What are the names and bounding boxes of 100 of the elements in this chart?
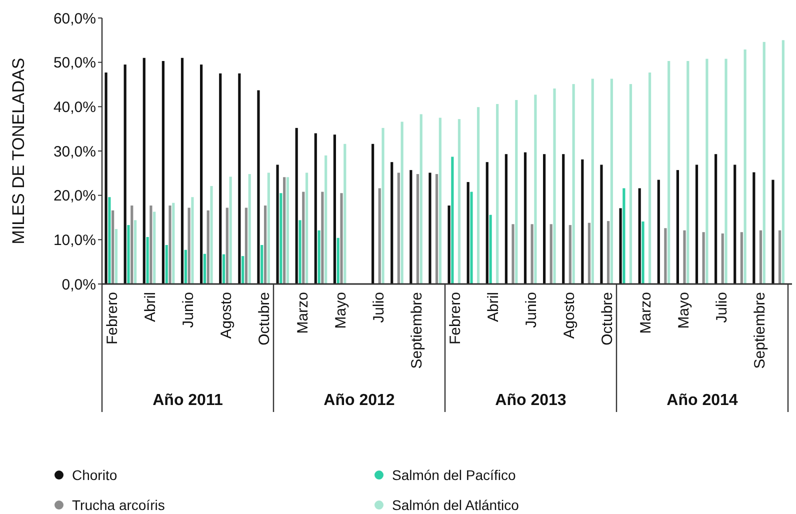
bar	[458, 119, 461, 284]
x-tick-label: Julio	[714, 292, 731, 323]
bar	[180, 58, 184, 284]
bar	[130, 206, 134, 284]
legend-label: Salmón del Pacífico	[392, 466, 516, 483]
bar	[267, 172, 270, 284]
bar	[210, 186, 213, 284]
bar	[400, 122, 404, 284]
bar	[724, 58, 728, 284]
x-tick-label: Septiembre	[752, 292, 769, 369]
bar	[146, 237, 149, 284]
bar	[534, 94, 537, 284]
bar	[397, 172, 400, 284]
bar	[276, 164, 279, 284]
bar	[372, 144, 374, 284]
bar	[448, 206, 450, 284]
bar	[550, 224, 552, 284]
bar	[476, 107, 480, 284]
bar	[591, 78, 594, 284]
bar	[778, 230, 782, 284]
bar	[642, 221, 644, 284]
bar	[622, 188, 626, 284]
legend-label: Salmón del Atlántico	[392, 496, 520, 513]
bar	[200, 64, 203, 284]
bar	[336, 238, 340, 284]
bar	[581, 159, 584, 284]
bar	[759, 230, 762, 284]
bar	[108, 197, 111, 284]
bar	[706, 58, 708, 284]
bar	[238, 73, 241, 284]
bar	[142, 58, 146, 284]
bar	[486, 162, 488, 284]
bar	[219, 73, 222, 284]
bar	[264, 206, 267, 284]
x-tick-label: Marzo	[294, 292, 312, 334]
x-tick-label: Mayo	[675, 292, 692, 329]
bar	[610, 78, 613, 284]
bar	[114, 229, 118, 284]
bar	[530, 224, 534, 284]
bar	[280, 193, 282, 284]
legend-label: Chorito	[72, 466, 118, 483]
bar	[721, 233, 724, 284]
bar	[172, 202, 175, 284]
bar	[165, 244, 168, 284]
bar	[188, 208, 190, 284]
x-tick-label: Junio	[523, 292, 540, 328]
x-tick-label: Abril	[142, 292, 159, 322]
bar	[629, 84, 632, 284]
bar	[184, 250, 187, 284]
bar	[286, 177, 290, 284]
bar	[127, 225, 130, 284]
y-tick-label: 0,0%	[62, 276, 96, 294]
bar	[206, 210, 210, 284]
bar	[124, 64, 126, 284]
bar	[321, 192, 324, 284]
bar	[562, 154, 565, 284]
legend-label: Trucha arcoíris	[72, 496, 165, 513]
bar	[229, 176, 232, 284]
bar	[382, 128, 384, 284]
bar	[683, 230, 686, 284]
x-tick-label: Octubre	[256, 292, 274, 346]
bar	[568, 225, 572, 284]
x-tick-label: Junio	[180, 292, 197, 328]
bar	[702, 232, 705, 284]
bar	[619, 208, 622, 284]
bar	[470, 192, 473, 284]
bar	[489, 214, 492, 284]
bar	[244, 208, 248, 284]
y-tick-label: 20,0%	[53, 188, 96, 205]
bar	[451, 156, 454, 284]
bar	[572, 84, 575, 284]
bar	[242, 256, 244, 284]
bar	[695, 164, 698, 284]
bar	[686, 61, 690, 284]
bar	[104, 72, 108, 284]
bar	[134, 220, 137, 284]
bar	[752, 172, 756, 284]
bar	[333, 134, 336, 284]
y-tick-label: 50,0%	[53, 54, 96, 72]
bar	[298, 220, 302, 284]
bar	[512, 224, 514, 284]
bar	[257, 90, 260, 284]
bar	[435, 174, 438, 284]
y-tick-label: 40,0%	[53, 98, 96, 116]
bar	[318, 230, 320, 284]
x-tick-label: Julio	[370, 292, 388, 323]
bar	[668, 61, 670, 284]
y-tick-label: 10,0%	[53, 232, 96, 249]
bar	[466, 182, 470, 284]
bar	[600, 164, 603, 284]
bar	[762, 42, 766, 284]
bar	[248, 174, 251, 284]
bar	[782, 40, 784, 284]
bar	[606, 221, 610, 284]
x-tick-label: Mayo	[332, 292, 350, 329]
text: Año 2012	[324, 392, 395, 409]
bar	[543, 154, 546, 284]
y-tick-label: 30,0%	[53, 143, 96, 160]
bar	[283, 177, 286, 284]
x-tick-label: Agosto	[218, 292, 236, 339]
